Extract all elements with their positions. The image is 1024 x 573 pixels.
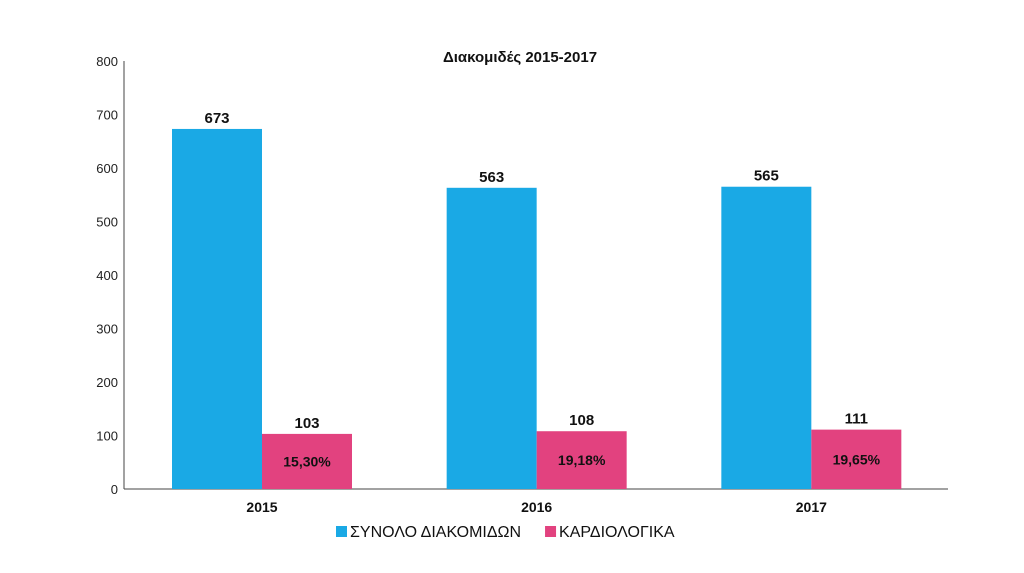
legend-swatch: [336, 526, 347, 537]
data-label: 103: [294, 415, 319, 432]
y-tick-label: 400: [96, 268, 118, 283]
bar-total-2017: [721, 186, 812, 489]
data-label: 111: [845, 411, 868, 428]
data-label: 673: [204, 110, 229, 127]
percentage-label: 15,30%: [283, 453, 331, 469]
legend-swatch: [545, 526, 557, 537]
data-label: 108: [569, 412, 594, 429]
data-label: 563: [479, 169, 504, 186]
y-tick-label: 800: [96, 54, 118, 69]
legend-label: ΣΥΝΟΛΟ ΔΙΑΚΟΜΙΔΩΝ: [350, 524, 521, 541]
x-tick-label: 2015: [246, 499, 277, 515]
x-tick-label: 2016: [521, 499, 552, 515]
y-tick-label: 100: [96, 429, 118, 444]
percentage-label: 19,18%: [558, 452, 606, 468]
bar-cardio-2016: [536, 431, 627, 489]
bars: [172, 128, 902, 490]
bar-cardio-2017: [811, 429, 902, 489]
y-tick-label: 200: [96, 375, 118, 390]
y-tick-label: 600: [96, 161, 118, 176]
x-tick-label: 2017: [796, 499, 827, 515]
percentage-label: 19,65%: [833, 451, 881, 467]
y-tick-label: 0: [111, 482, 118, 497]
bar-cardio-2015: [262, 433, 352, 489]
bar-total-2015: [172, 128, 262, 489]
y-tick-label: 700: [96, 108, 118, 123]
legend: ΣΥΝΟΛΟ ΔΙΑΚΟΜΙΔΩΝ ΚΑΡΔΙΟΛΟΓΙΚΑ: [336, 524, 675, 541]
y-tick-label: 300: [96, 322, 118, 337]
chart-title: Διακομιδές 2015-2017: [443, 49, 597, 66]
data-label: 565: [754, 168, 779, 185]
data-labels: 673 103 15,30% 563 108 19,18% 565 111 19,65%: [204, 110, 880, 470]
bar-total-2016: [446, 187, 537, 490]
legend-label: ΚΑΡΔΙΟΛΟΓΙΚΑ: [559, 524, 675, 541]
y-tick-label: 500: [96, 215, 118, 230]
